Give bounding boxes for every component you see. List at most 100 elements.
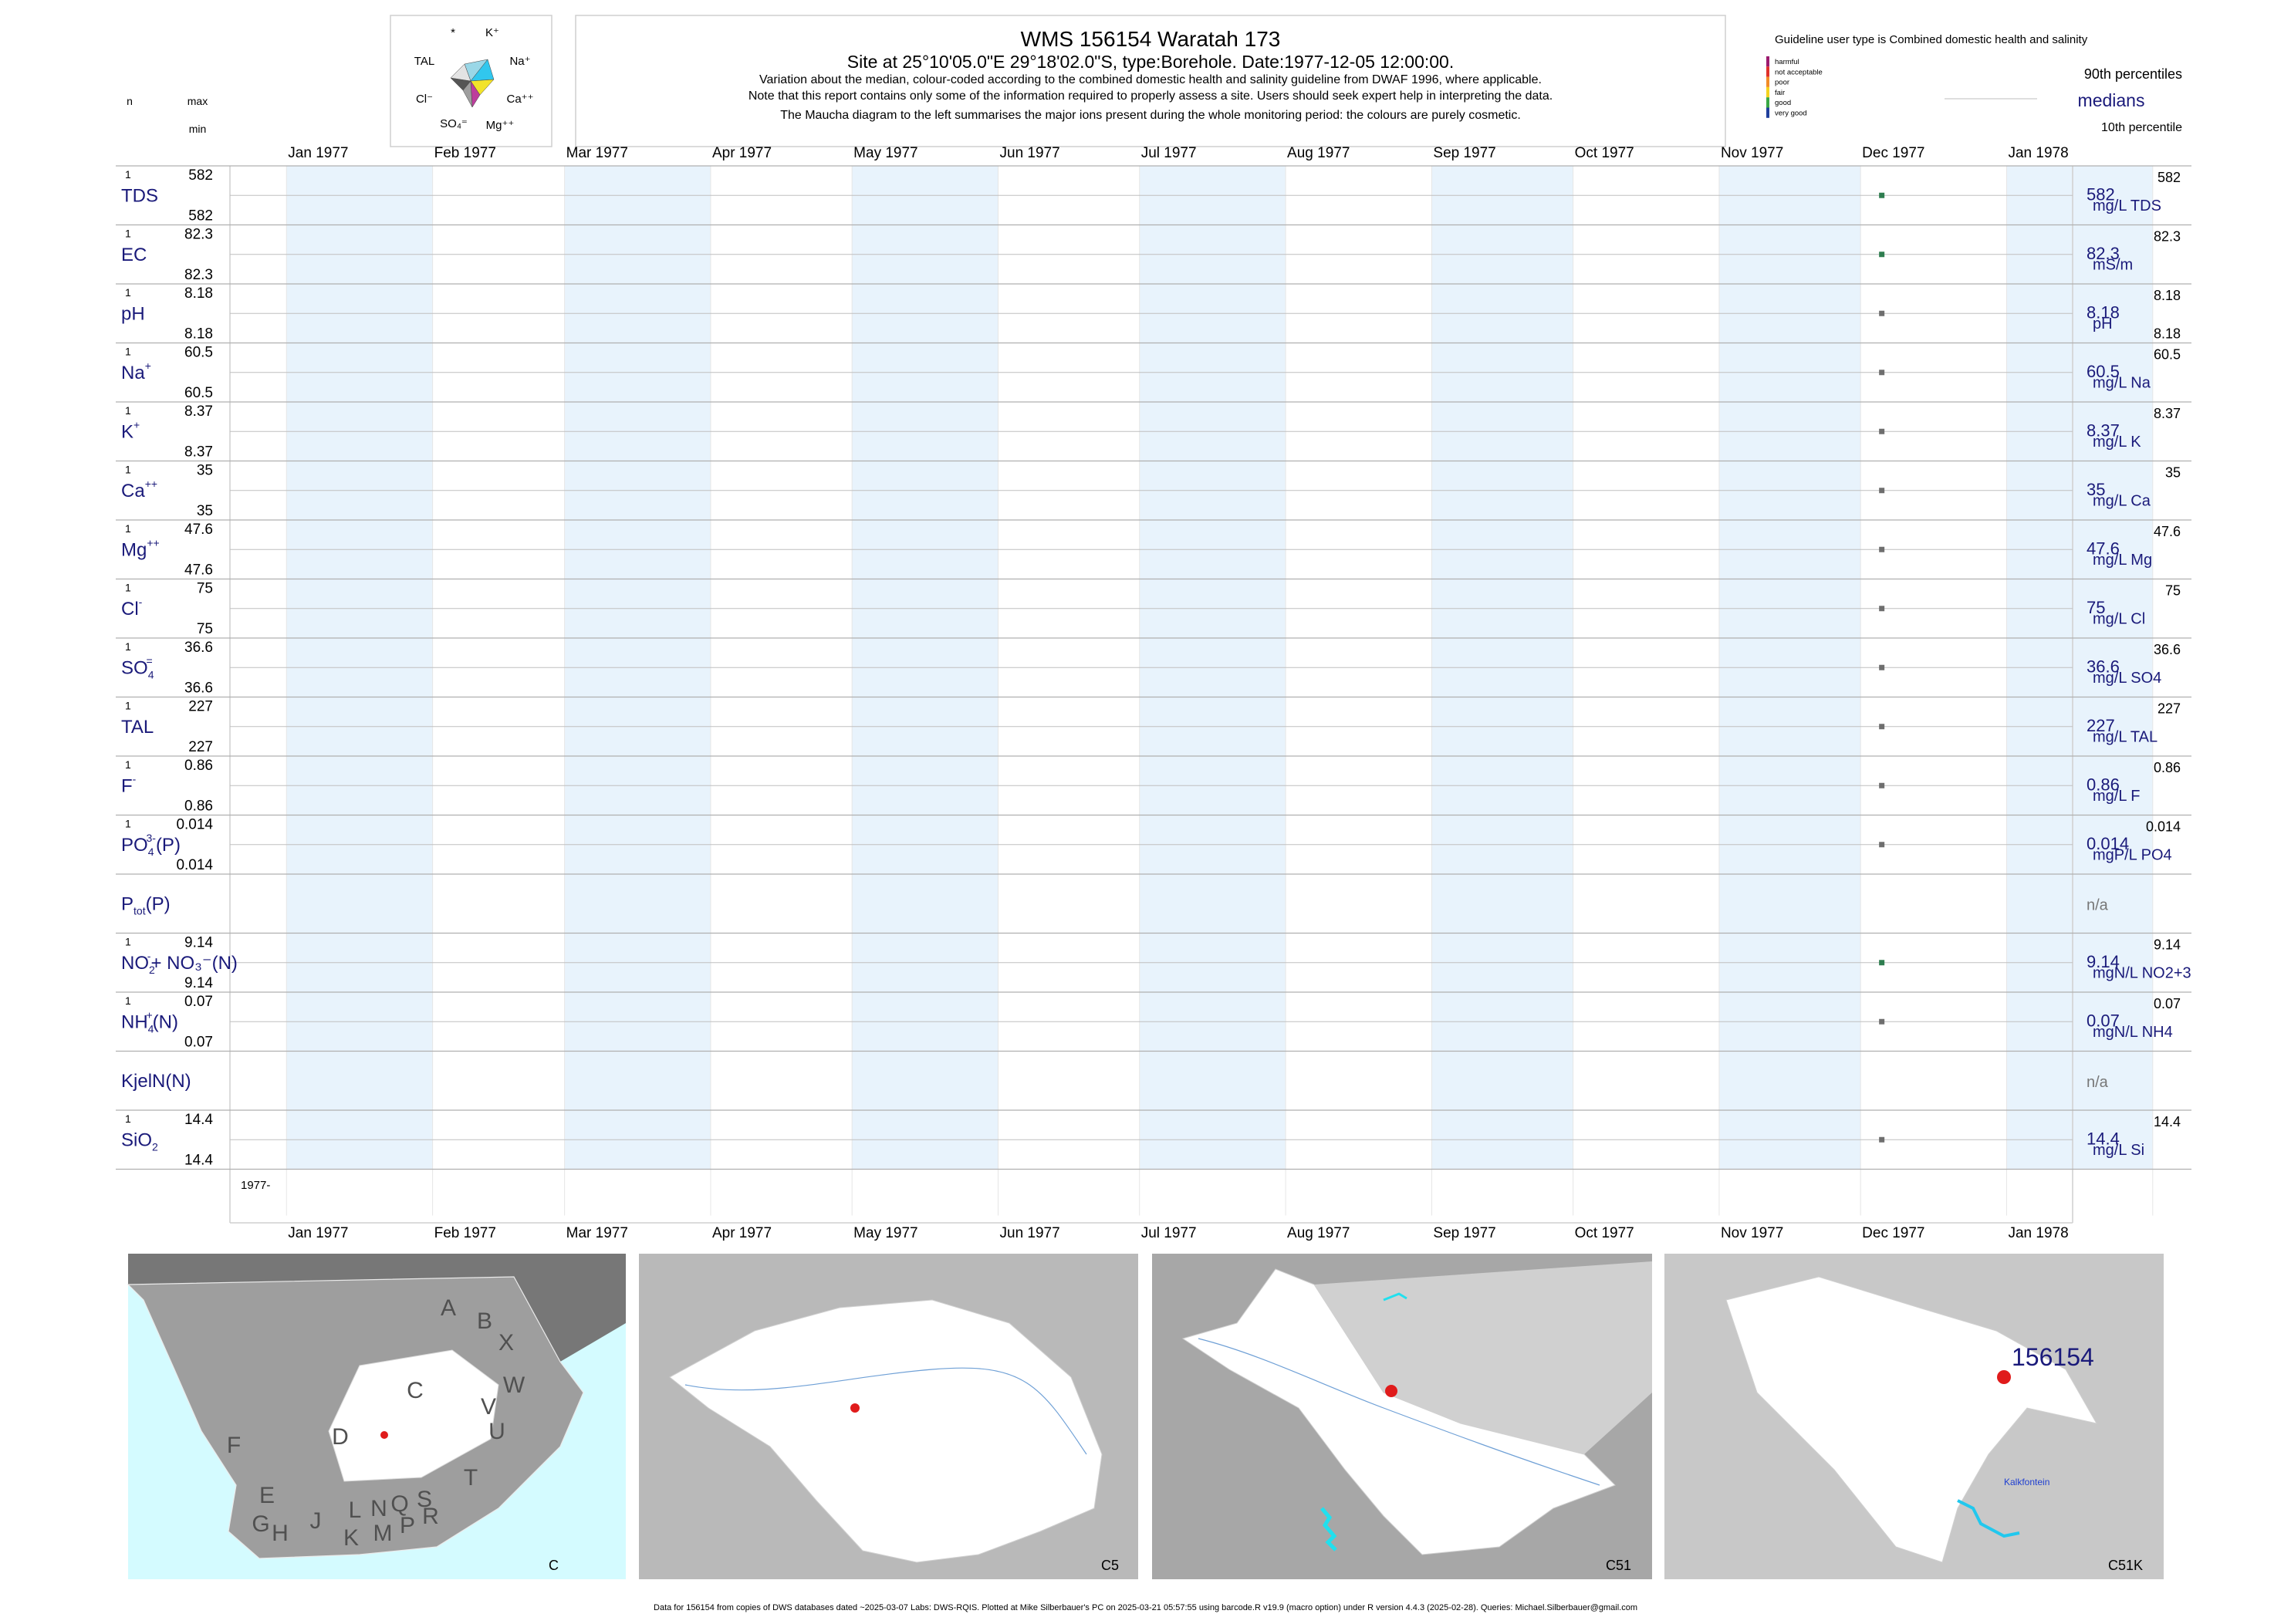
row-max: 14.4 (184, 1112, 213, 1128)
row-unit: mg/L F (2093, 788, 2141, 805)
row-label: Ptot(P) (121, 893, 171, 917)
row-n: 1 (125, 286, 131, 299)
data-point (1879, 782, 1885, 788)
row-p90: 9.14 (2154, 937, 2181, 953)
row-label: pH (121, 303, 145, 324)
drainage-region-letter: S (417, 1487, 432, 1512)
row-p90: 8.18 (2154, 288, 2181, 303)
month-label-top: Jan 1977 (288, 145, 348, 161)
site-marker (1997, 1370, 2011, 1384)
row-n: 1 (125, 994, 131, 1007)
data-point (1879, 192, 1885, 198)
row-median-value: 36.6 (2087, 657, 2120, 676)
row-median-value: 0.86 (2087, 775, 2120, 794)
data-point (1879, 428, 1885, 434)
map-c5: C5 (639, 1254, 1138, 1579)
drainage-region-letter: V (481, 1394, 496, 1420)
map-caption: C51K (2108, 1558, 2143, 1573)
row-label: EC (121, 245, 147, 265)
catchment-c5 (669, 1299, 1103, 1563)
data-point (1879, 960, 1885, 966)
month-label-top: Oct 1977 (1575, 145, 1634, 161)
month-label-top: Feb 1977 (434, 145, 496, 161)
river (684, 1367, 1087, 1455)
drainage-region-letter: R (422, 1504, 439, 1529)
legend-color-swatch (1766, 76, 1769, 87)
drainage-region-letter: C (407, 1378, 424, 1403)
row-p90: 0.014 (2146, 819, 2181, 835)
row-min: 36.6 (184, 680, 213, 697)
row-p90: 0.07 (2154, 996, 2181, 1011)
legend-class-label: very good (1775, 110, 1807, 118)
month-label-bottom: Apr 1977 (712, 1225, 772, 1241)
month-label-bottom: Mar 1977 (566, 1225, 628, 1241)
row-label: NH4+(N) (121, 1008, 178, 1035)
row-median-value: 82.3 (2087, 244, 2120, 263)
title-box (575, 15, 1726, 147)
maucha-diagram: * K⁺ Na⁺ Ca⁺⁺ Mg⁺⁺ SO₄⁼ Cl⁻ TAL (414, 26, 534, 132)
row-n: 1 (125, 758, 131, 771)
drainage-region-letter: B (477, 1308, 492, 1334)
row-min: 0.014 (176, 857, 213, 873)
row-label: PO43-(P) (121, 832, 181, 858)
month-stripes (229, 166, 2154, 1224)
river (1957, 1499, 2020, 1538)
row-unit: mS/m (2093, 257, 2133, 274)
row-max: 0.014 (176, 817, 213, 833)
row-n: 1 (125, 522, 131, 535)
row-unit: mg/L Cl (2093, 611, 2145, 628)
row-max: 8.18 (184, 285, 213, 302)
row-median-value: 8.18 (2087, 302, 2120, 322)
row-n: 1 (125, 464, 131, 476)
month-label-bottom: Aug 1977 (1287, 1225, 1350, 1241)
row-p90: 82.3 (2154, 229, 2181, 245)
neighbour-catchment (1314, 1261, 1652, 1454)
row-max: 47.6 (184, 522, 213, 538)
data-point (1879, 488, 1885, 494)
legend-medians: medians (2078, 90, 2145, 110)
drainage-region-letter: X (498, 1330, 514, 1356)
month-axis-labels: Jan 1977 Jan 1977 Feb 1977 Feb 1977 Mar 1977… (288, 145, 2068, 1241)
note-line-3: The Maucha diagram to the left summarise… (780, 109, 1521, 122)
river (1198, 1338, 1600, 1486)
report-title: WMS 156154 Waratah 173 (1021, 27, 1281, 51)
month-label-top: May 1977 (853, 145, 917, 161)
drainage-region-letter: M (373, 1521, 393, 1546)
month-label-bottom: Dec 1977 (1862, 1225, 1924, 1241)
row-n: 1 (125, 582, 131, 594)
footer-text: Data for 156154 from copies of DWS datab… (654, 1603, 1637, 1612)
drainage-region-letter: P (400, 1513, 415, 1538)
maucha-wedge (450, 63, 471, 82)
row-median-value: 60.5 (2087, 362, 2120, 381)
col-min-header: min (189, 123, 207, 135)
drainage-region-letter: A (441, 1295, 456, 1321)
row-max: 60.5 (184, 345, 213, 361)
catchment-c51k (1725, 1276, 2097, 1563)
site-marker (1385, 1385, 1397, 1397)
row-unit: mg/L Si (2093, 1142, 2144, 1159)
row-median-value: 14.4 (2087, 1129, 2120, 1148)
data-point (1879, 724, 1885, 730)
row-max: 8.37 (184, 403, 213, 420)
legend-class-label: not acceptable (1775, 68, 1823, 76)
month-label-bottom: Jul 1977 (1141, 1225, 1197, 1241)
row-unit: mgP/L PO4 (2093, 847, 2172, 864)
maucha-label: TAL (414, 55, 434, 68)
drainage-region-letter: K (343, 1525, 359, 1551)
legend-class-label: poor (1775, 79, 1789, 87)
row-unit: mgN/L NO2+3 (2093, 965, 2191, 982)
map-caption: C (549, 1558, 559, 1573)
drainage-region-letter: Q (390, 1491, 408, 1517)
place-label: Kalkfontein (2004, 1477, 2049, 1487)
row-label: NO2-+ NO₃⁻(N) (121, 950, 238, 976)
row-n: 1 (125, 700, 131, 712)
drainage-region-letter: J (310, 1508, 322, 1534)
drainage-region-letter: L (349, 1497, 362, 1523)
data-point (1879, 606, 1885, 612)
